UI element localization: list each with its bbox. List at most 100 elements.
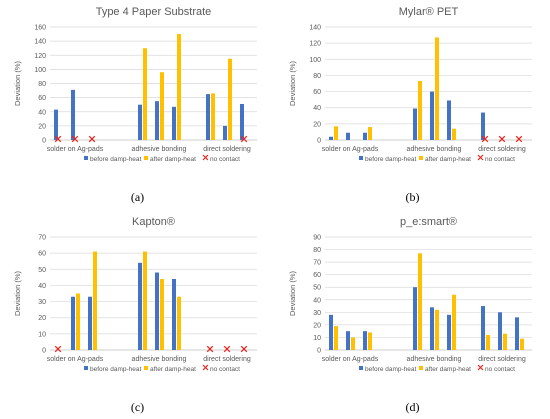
bar-after-damp-heat	[418, 81, 422, 140]
legend-label: after damp-heat	[425, 366, 471, 373]
y-tick-label: 60	[38, 95, 46, 102]
bar-before-damp-heat	[54, 109, 58, 140]
bar-after-damp-heat	[76, 293, 80, 350]
y-tick-label: 120	[34, 53, 46, 60]
no-contact-stroke	[223, 345, 231, 353]
x-category-label: direct soldering	[478, 146, 526, 153]
chart-title: Mylar® PET	[399, 6, 459, 18]
legend-label: before damp-heat	[90, 366, 142, 373]
y-tick-label: 10	[38, 331, 46, 338]
no-contact-stroke	[206, 345, 214, 353]
chart-a-svg: Type 4 Paper Substrate 0 20 40 60 80 100 120 140…	[13, 6, 257, 163]
y-tick-label: 50	[38, 267, 46, 274]
chart-b-svg: Mylar® PET 0 20 40 60 80 100 120 140 Deviation (%…	[288, 6, 532, 163]
x-category-label: direct soldering	[203, 356, 251, 363]
bar-after-damp-heat	[452, 128, 456, 140]
bar-after-damp-heat	[334, 326, 338, 350]
x-category-label: adhesive bonding	[407, 356, 462, 363]
bar-before-damp-heat	[363, 132, 367, 140]
legend-swatch	[419, 366, 423, 370]
bar-after-damp-heat	[177, 34, 181, 140]
no-contact-stroke	[240, 135, 248, 143]
y-tick-label: 60	[313, 89, 321, 96]
legend-swatch	[144, 366, 148, 370]
bar-after-damp-heat	[351, 337, 355, 350]
no-contact-stroke	[240, 345, 248, 353]
x-category-label: solder on Ag-pads	[322, 146, 379, 153]
no-contact-marker	[54, 345, 62, 353]
x-category-label: adhesive bonding	[132, 146, 187, 153]
bar-before-damp-heat	[223, 125, 227, 140]
legend-swatch	[84, 366, 88, 370]
bar-before-damp-heat	[363, 331, 367, 350]
bar-after-damp-heat	[368, 332, 372, 350]
legend-item-after-damp-heat: after damp-heat	[419, 366, 471, 373]
bar-before-damp-heat	[206, 94, 210, 140]
legend-swatch	[84, 156, 88, 160]
legend-label: before damp-heat	[90, 156, 142, 163]
no-contact-stroke	[54, 345, 62, 353]
no-contact-stroke	[54, 135, 62, 143]
legend-swatch	[202, 154, 209, 161]
legend-label: after damp-heat	[425, 156, 471, 163]
legend-item-before-damp-heat: before damp-heat	[84, 366, 142, 373]
no-contact-marker	[240, 135, 248, 143]
bar-before-damp-heat	[515, 317, 519, 350]
bar-before-damp-heat	[172, 278, 176, 350]
bar-before-damp-heat	[447, 100, 451, 140]
y-tick-label: 140	[309, 25, 321, 32]
panel-label-b: (b)	[405, 190, 420, 204]
y-tick-label: 20	[313, 121, 321, 128]
legend-label: no contact	[210, 156, 240, 163]
legend-item-before-damp-heat: before damp-heat	[84, 156, 142, 163]
bar-after-damp-heat	[418, 253, 422, 350]
y-tick-label: 40	[38, 109, 46, 116]
legend-label: no contact	[210, 366, 240, 373]
bar-after-damp-heat	[452, 294, 456, 350]
chart-d-svg: p_e:smart® 0 10 20 30 40 50 60 70 80 90 Deviation (…	[288, 216, 532, 373]
legend-label: after damp-heat	[150, 156, 196, 163]
no-contact-marker	[71, 135, 79, 143]
chart-panel-b: Mylar® PET 0 20 40 60 80 100 120 140 Deviation (%…	[275, 0, 550, 209]
legend-item-no-contact: no contact	[202, 154, 240, 163]
legend-label: before damp-heat	[365, 366, 417, 373]
x-category-label: direct soldering	[203, 146, 251, 153]
bar-before-damp-heat	[155, 101, 159, 140]
bar-after-damp-heat	[435, 309, 439, 350]
chart-panel-c: Kapton® 0 10 20 30 40 50 60 70 Deviation (%) solde…	[0, 210, 275, 419]
bar-before-damp-heat	[346, 331, 350, 350]
y-tick-label: 10	[313, 335, 321, 342]
y-tick-label: 40	[313, 297, 321, 304]
legend-item-before-damp-heat: before damp-heat	[359, 156, 417, 163]
no-contact-marker	[515, 135, 523, 143]
bar-before-damp-heat	[172, 106, 176, 140]
x-category-label: adhesive bonding	[407, 146, 462, 153]
bar-after-damp-heat	[503, 333, 507, 350]
no-contact-marker	[206, 345, 214, 353]
y-tick-label: 20	[38, 123, 46, 130]
no-contact-marker	[498, 135, 506, 143]
y-axis-label: Deviation (%)	[288, 60, 297, 106]
y-tick-label: 80	[38, 81, 46, 88]
bar-after-damp-heat	[334, 126, 338, 140]
y-tick-label: 160	[34, 25, 46, 32]
panel-label-c: (c)	[130, 400, 145, 414]
x-category-label: adhesive bonding	[132, 356, 187, 363]
y-tick-label: 50	[313, 285, 321, 292]
legend-label: no contact	[485, 156, 515, 163]
legend-label: no contact	[485, 366, 515, 373]
y-tick-label: 30	[313, 310, 321, 317]
no-contact-stroke	[481, 135, 489, 143]
legend-item-after-damp-heat: after damp-heat	[144, 156, 196, 163]
y-tick-label: 70	[38, 235, 46, 242]
bar-after-damp-heat	[520, 338, 524, 350]
legend-swatch	[202, 364, 209, 371]
bar-after-damp-heat	[435, 37, 439, 140]
y-tick-label: 140	[34, 39, 46, 46]
y-tick-label: 80	[313, 73, 321, 80]
y-axis-label: Deviation (%)	[13, 270, 22, 316]
legend-item-after-damp-heat: after damp-heat	[419, 156, 471, 163]
chart-panel-a: Type 4 Paper Substrate 0 20 40 60 80 100 120 140…	[0, 0, 275, 209]
bar-after-damp-heat	[93, 251, 97, 350]
